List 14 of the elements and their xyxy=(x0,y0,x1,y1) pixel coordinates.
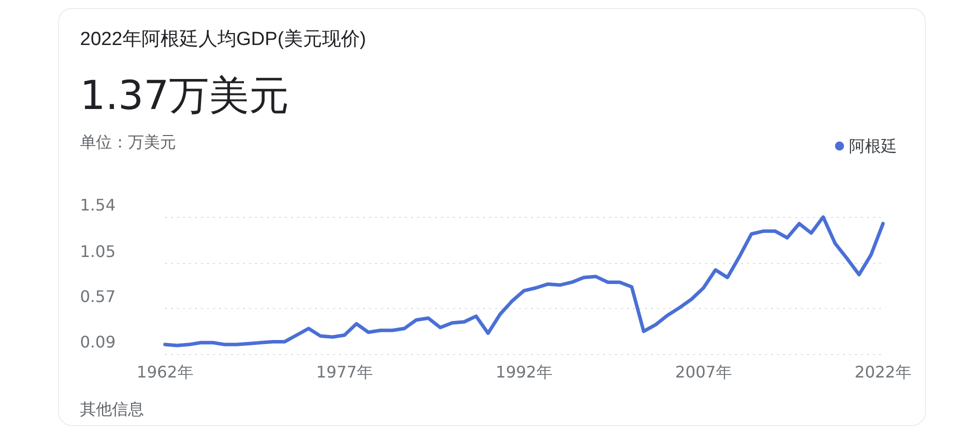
y-tick-label: 1.05 xyxy=(80,242,116,261)
legend-label: 阿根廷 xyxy=(849,136,897,156)
chart-subtitle: 1.37万美元 xyxy=(80,73,290,119)
chart-title: 2022年阿根廷人均GDP(美元现价) xyxy=(80,28,366,50)
y-tick-label: 0.09 xyxy=(80,332,116,352)
y-tick-label: 1.54 xyxy=(80,196,116,214)
y-tick-label: 0.57 xyxy=(80,287,116,306)
x-tick-label: 1977年 xyxy=(316,362,373,382)
x-tick-label: 1992年 xyxy=(496,362,552,382)
x-tick-label: 2022年 xyxy=(854,362,912,382)
text: 其他信息 xyxy=(80,400,144,418)
x-tick-label: 2007年 xyxy=(675,362,732,382)
y-axis-title: 单位：万美元 xyxy=(80,132,176,152)
x-tick-label: 1962年 xyxy=(136,362,194,382)
